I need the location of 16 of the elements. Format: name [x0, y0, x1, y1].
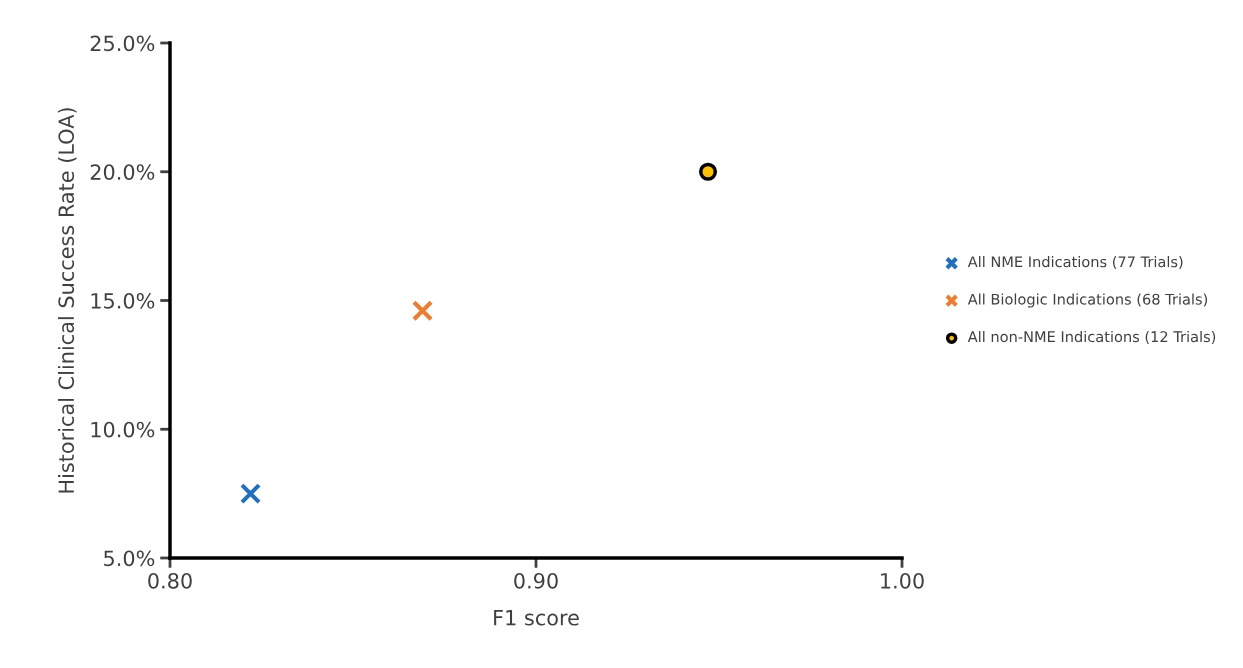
point [411, 300, 434, 322]
x-tick-label: 0.80 [148, 572, 192, 589]
legend-label: All NME Indications (77 Trials) [967, 256, 1183, 269]
legend-label: All Biologic Indications (68 Trials) [967, 293, 1208, 308]
point [699, 162, 718, 181]
y-axis-title: Historical Clinical Success Rate (LOA) [57, 108, 77, 493]
x-tick-label: 0.90 [514, 572, 558, 589]
legend-label: All non-NME Indications (12 Trials) [967, 330, 1216, 344]
y-tick-label: 15.0% [91, 292, 155, 309]
y-tick-label: 25.0% [90, 35, 155, 52]
y-tick-label: 5.0% [104, 550, 155, 567]
x-tick-label: 1.00 [881, 572, 924, 589]
x-axis-title: F1 score [494, 610, 579, 626]
y-tick-label: 20.0% [90, 164, 155, 180]
y-tick-label: 10.0% [91, 421, 155, 438]
point [239, 483, 262, 505]
